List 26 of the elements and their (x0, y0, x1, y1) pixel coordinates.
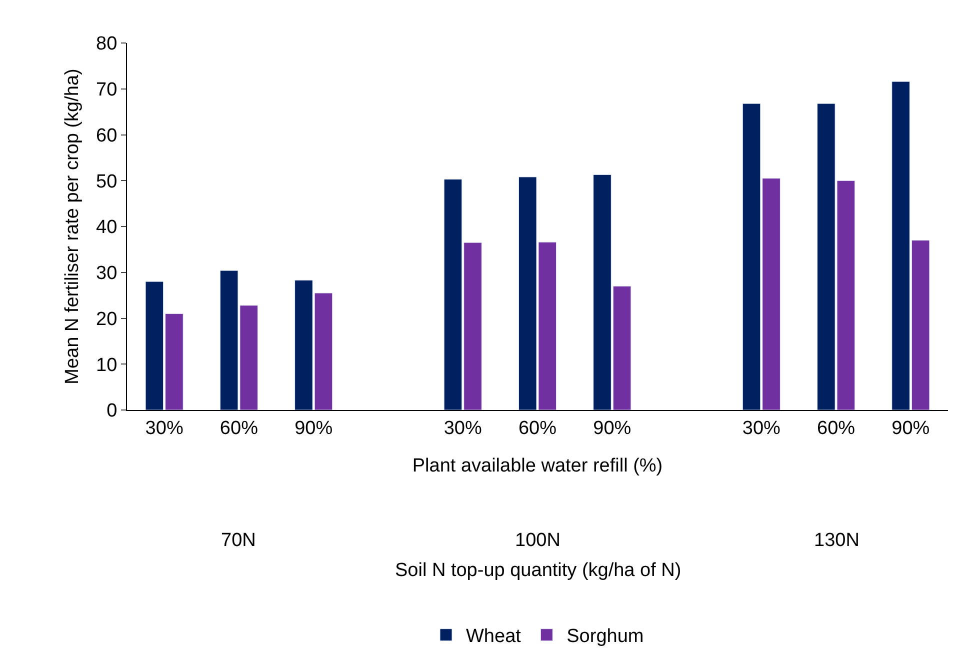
x-tick-label: 60% (817, 418, 856, 439)
text: 70N (221, 530, 256, 551)
x-tick-label: 90% (294, 418, 333, 439)
y-tick-label: 30 (96, 263, 118, 284)
y-tick-label: 0 (106, 400, 118, 422)
x-tick-label: 90% (593, 418, 632, 439)
text: Soil N top-up quantity (kg/ha of N) (395, 560, 682, 581)
text: 130N (814, 530, 860, 551)
x-tick-label: 90% (892, 418, 930, 439)
legend-label: Sorghum (566, 626, 644, 648)
y-tick-label: 80 (96, 34, 118, 55)
y-axis-title: Mean N fertiliser rate per crop (kg/ha) (62, 68, 83, 384)
legend-label: Wheat (466, 626, 522, 648)
y-tick-label: 50 (96, 171, 118, 192)
text: 100N (515, 530, 560, 551)
x-tick-label: 30% (145, 418, 184, 439)
y-tick-label: 60 (96, 125, 118, 146)
y-tick-label: 20 (96, 308, 118, 330)
y-tick-label: 10 (96, 354, 118, 376)
x-axis-title: Plant available water refill (%) (412, 456, 663, 477)
x-tick-label: 30% (444, 418, 482, 439)
x-tick-label: 60% (518, 418, 557, 439)
x-tick-label: 30% (742, 418, 781, 439)
y-tick-label: 40 (96, 217, 118, 238)
x-tick-label: 60% (220, 418, 258, 439)
y-tick-label: 70 (96, 80, 118, 101)
